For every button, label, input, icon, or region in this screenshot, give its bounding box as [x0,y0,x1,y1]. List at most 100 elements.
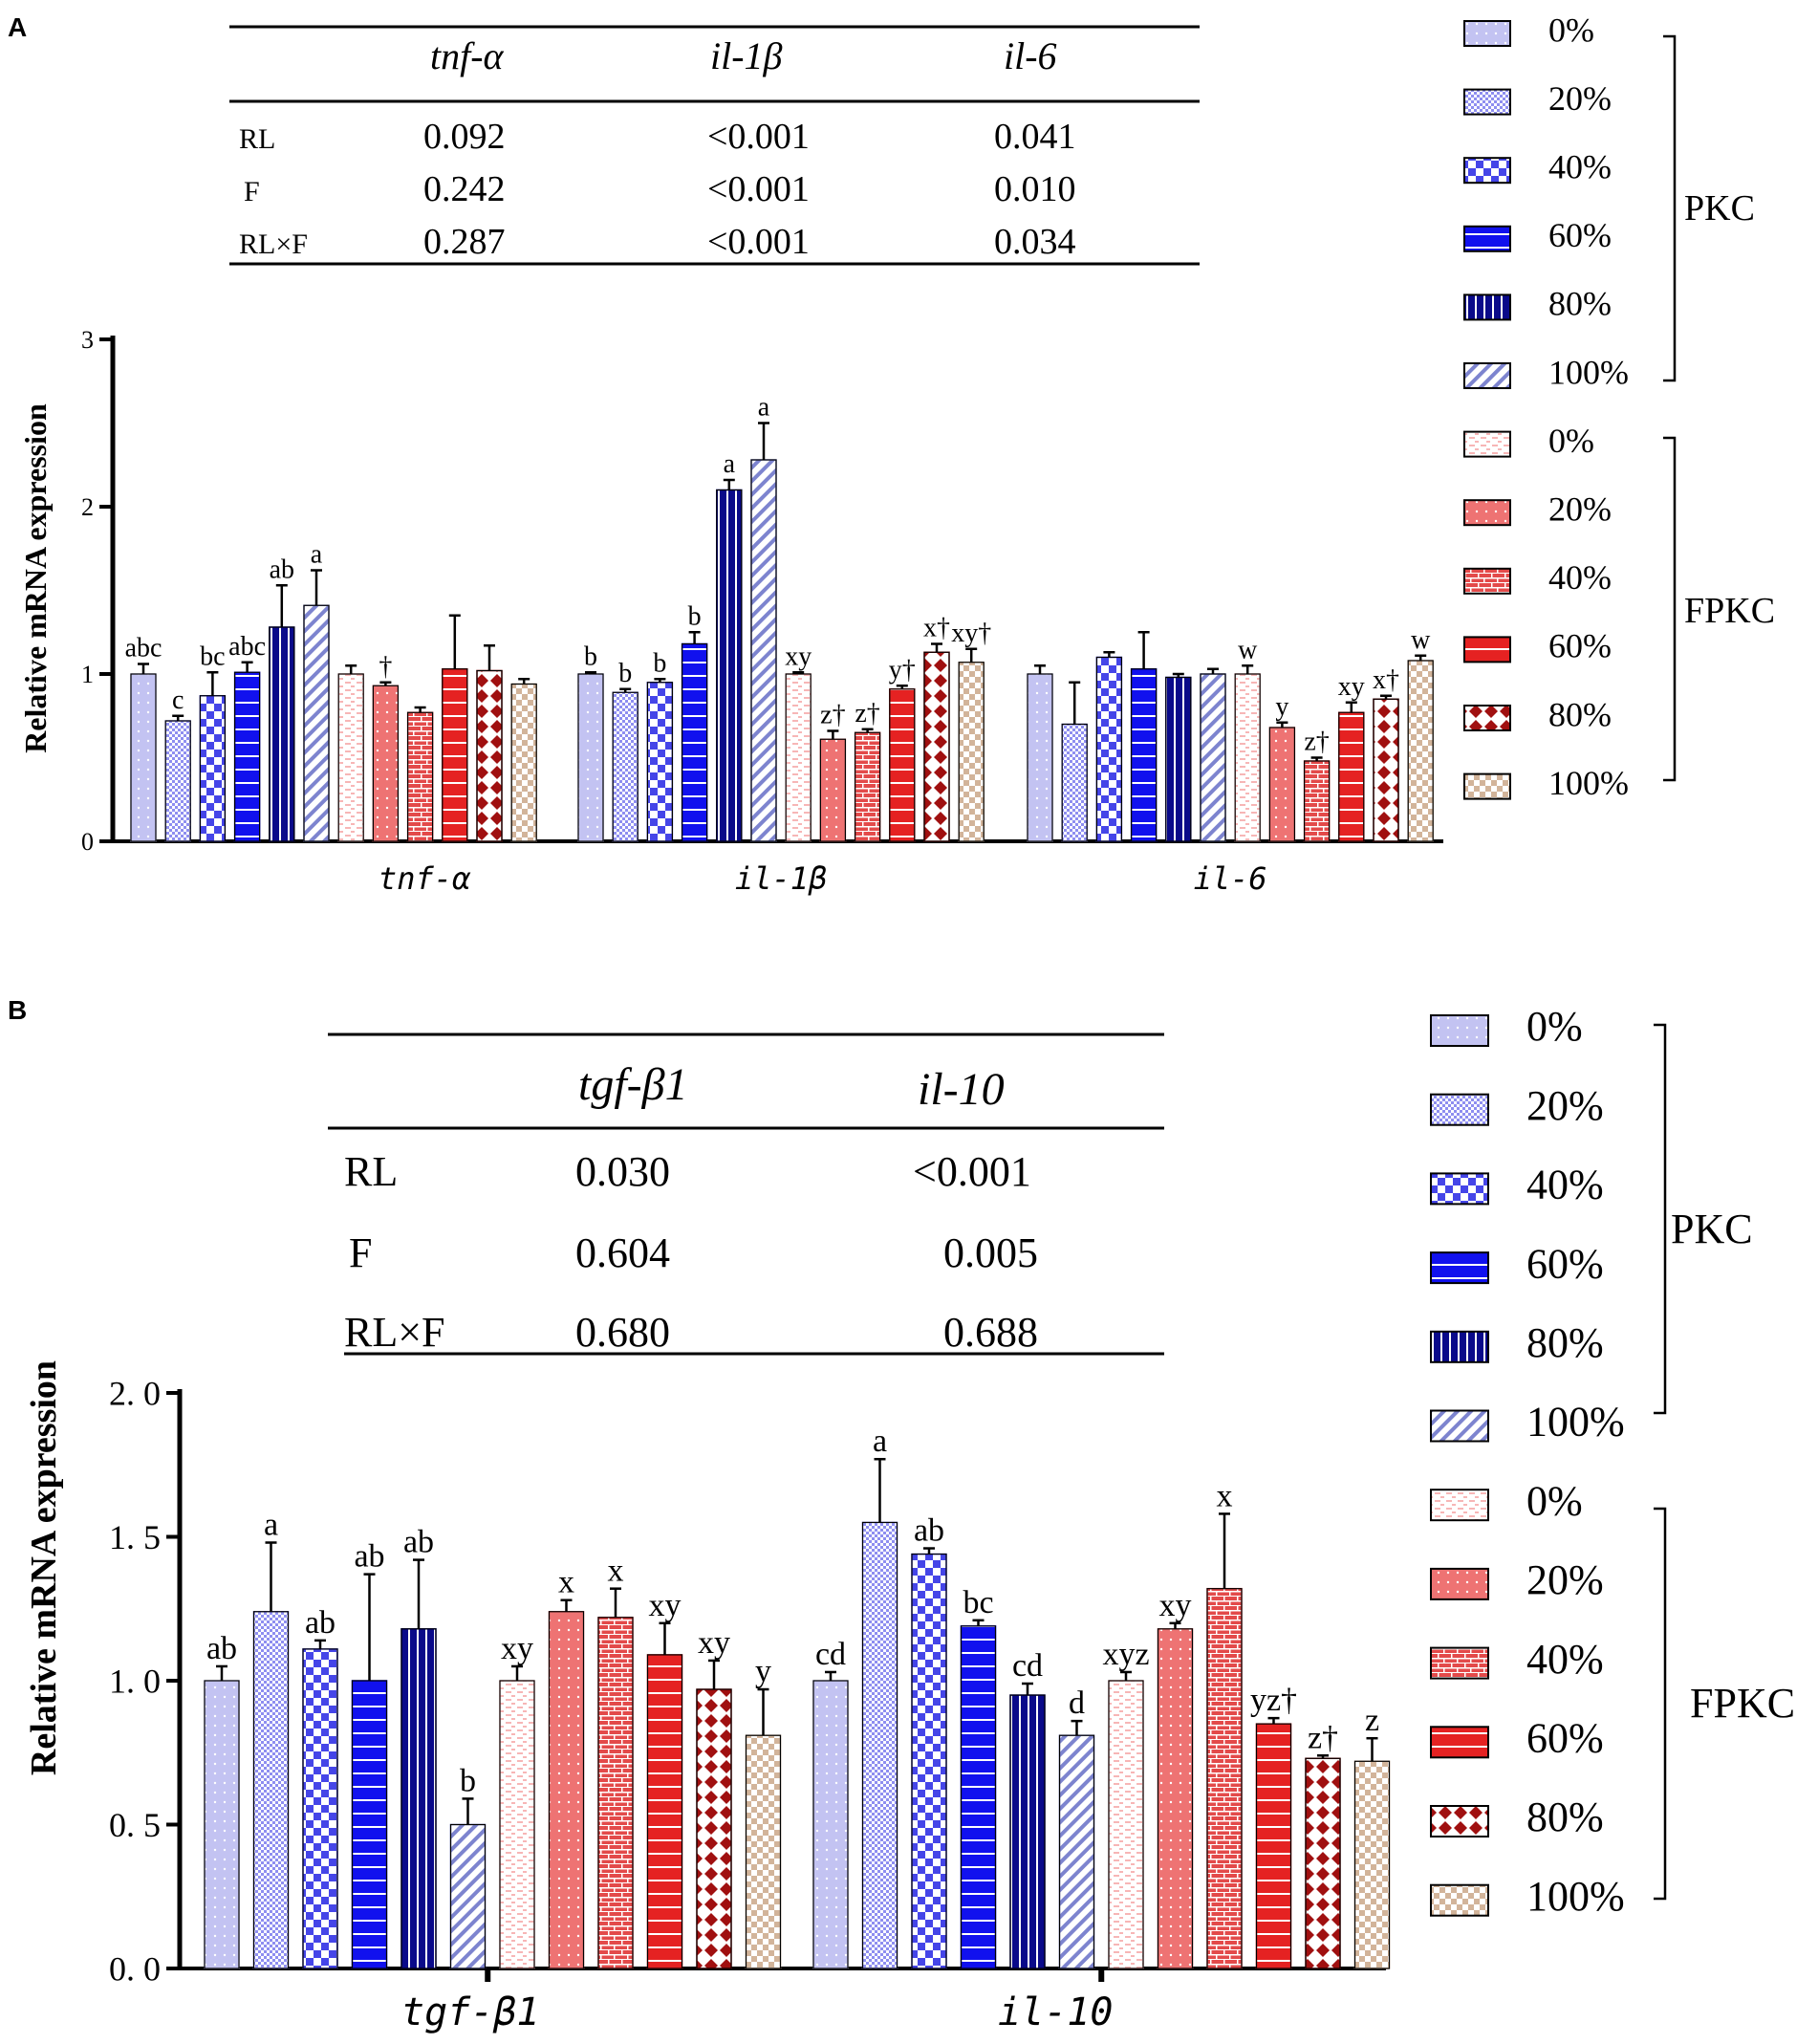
legend-swatch [1430,1883,1489,1917]
significance-label: y† [889,655,916,685]
significance-label: bc [963,1585,993,1620]
significance-label: a [264,1508,278,1543]
significance-label: b [688,601,702,631]
category-label: il-10 [998,1990,1113,2034]
legend-label: 100% [1526,1399,1625,1446]
chart-b-ylabel: Relative mRNA expression [24,1360,64,1775]
bar [716,489,743,842]
legend-label: 60% [1548,627,1612,665]
bar [861,1521,898,1969]
legend-swatch [1463,567,1511,595]
significance-label: xy [1159,1588,1192,1623]
bar [1200,673,1226,842]
bar [1095,656,1123,842]
bar [612,691,638,842]
bar [449,1823,487,1969]
legend-swatch [1463,88,1511,116]
legend-swatch [1430,1409,1489,1443]
y-tick-label: 1. 0 [109,1663,161,1701]
significance-label: a [311,540,323,570]
significance-label: a [873,1424,887,1459]
legend-b-bracket-pkc [1654,1023,1667,1415]
bar [1130,668,1158,842]
bar [1353,1760,1391,1969]
table-b-row-rlxf-tgf: 0.680 [575,1309,670,1356]
stats-table-b: tgf-β1 il-10 RL 0.030 <0.001 F 0.604 0.0… [328,1033,1164,1356]
table-b-row-rlxf-label: RL×F [344,1309,445,1356]
table-a-header-tnf: tnf-α [430,34,505,77]
significance-label: z† [1304,728,1329,757]
table-b-row-rl-label: RL [344,1148,398,1195]
table-a-row-rlxf-il1b: <0.001 [707,222,810,262]
bar [960,1625,997,1969]
bar [1234,673,1261,842]
significance-label: z† [820,701,845,730]
chart-b: Relative mRNA expression 0. 0 0. 5 1. 0 1. … [24,1360,1391,2034]
bar [681,642,708,842]
significance-label: ab [270,554,294,584]
table-b-row-rl-tgf: 0.030 [575,1148,670,1195]
y-tick-label: 0. 0 [109,1950,161,1989]
legend-label: 20% [1526,1082,1604,1129]
significance-label: † [379,652,392,682]
legend-a-items: 0% 20% 40% 60% 80% 100% 0% 20% 40% 60% 80% 100% [1463,11,1629,802]
y-tick-label: 2. 0 [109,1375,161,1413]
bar [1027,673,1053,842]
legend-swatch [1430,1726,1489,1759]
bar [911,1553,947,1969]
table-a-header-il1b: il-1β [710,34,783,77]
table-a-row-f-il1b: <0.001 [707,169,810,209]
table-a-header-il6: il-6 [1004,34,1057,77]
table-a-row-rl-label: RL [239,123,275,155]
chart-a-ylabel: Relative mRNA expression [18,403,53,753]
legend-label: 0% [1526,1003,1583,1050]
significance-label: w [1238,635,1258,664]
bar [1061,723,1088,842]
bar [406,711,434,842]
bar [351,1680,388,1969]
bar [646,682,674,842]
legend-swatch [1463,430,1511,458]
bar [1108,1680,1144,1969]
bar [302,1648,338,1969]
legend-swatch [1463,294,1511,321]
significance-label: x [1217,1478,1233,1513]
legend-b: 0% 20% 40% 60% 80% 100% 0% 20% 40% 60% 80% 100% PKC… [1430,1003,1795,1920]
legend-label: 80% [1548,285,1612,323]
significance-label: b [584,641,597,671]
bar [889,688,916,842]
bar [303,604,330,842]
bar [499,1680,535,1969]
category-label: il-1β [735,860,827,897]
bar [1305,1757,1341,1969]
bar [400,1628,437,1969]
table-a-row-rl-il1b: <0.001 [707,117,810,157]
legend-a-group-fpkc: FPKC [1684,591,1775,631]
legend-swatch [1430,1014,1489,1047]
significance-label: w [1411,625,1431,655]
legend-label: 80% [1548,695,1612,733]
bar [1255,1723,1292,1969]
significance-label: z† [1308,1720,1338,1755]
bar [577,673,604,842]
legend-swatch [1430,1805,1489,1837]
bar [233,671,261,842]
y-tick-label: 1 [81,661,94,688]
bar [1009,1694,1046,1969]
significance-label: x [608,1554,624,1589]
y-tick-label: 1. 5 [109,1518,161,1556]
significance-label: xy [698,1625,730,1661]
significance-label: xy [649,1588,682,1623]
legend-b-group-pkc: PKC [1671,1206,1753,1252]
table-b-row-f-label: F [349,1229,372,1276]
significance-label: b [460,1763,476,1798]
legend-swatch [1430,1093,1489,1126]
legend-swatch [1463,157,1511,185]
table-b-row-rlxf-il10: 0.688 [943,1309,1038,1356]
bar [819,738,847,842]
legend-swatch [1463,20,1511,47]
category-label: tnf-α [379,860,471,897]
bar [269,626,295,842]
bar [923,651,950,842]
